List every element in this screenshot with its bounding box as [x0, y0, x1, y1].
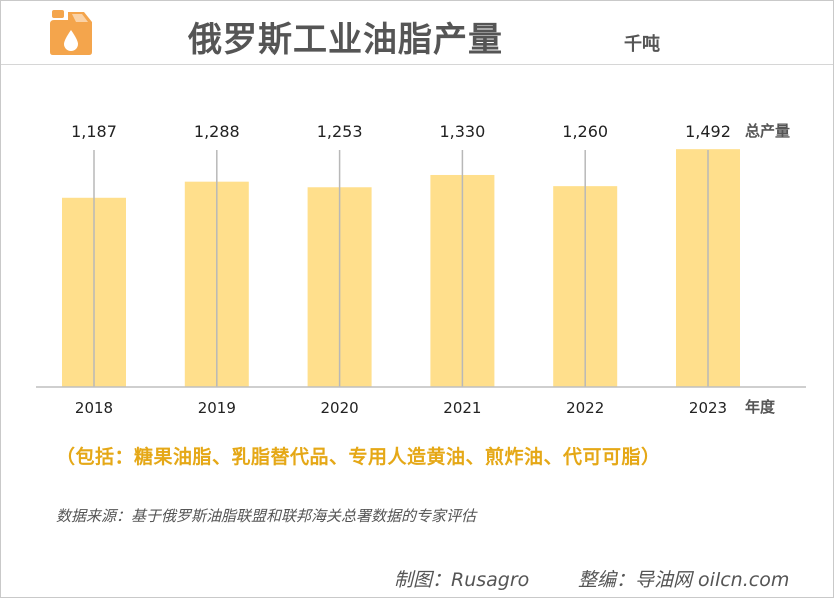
x-tick-label: 2020: [321, 399, 359, 417]
bar-chart: 1,187 2018 1,288 2019 1,253 2020 1,330 2021 1,26…: [36, 122, 806, 417]
x-tick-label: 2021: [443, 399, 481, 417]
value-label: 1,187: [71, 122, 117, 141]
product-scope-note: （包括：糖果油脂、乳脂替代品、专用人造黄油、煎炸油、代可可脂）: [56, 446, 661, 468]
value-label: 1,492: [685, 122, 731, 141]
unit-label: 千吨: [624, 34, 660, 55]
header-divider: [1, 64, 833, 65]
x-axis-label: 年度: [745, 398, 776, 416]
chart-title: 俄罗斯工业油脂产量: [188, 20, 503, 60]
series-label: 总产量: [745, 122, 790, 140]
edited-by-credit: 整编：导油网 oilcn.com: [578, 569, 790, 591]
value-label: 1,253: [317, 122, 363, 141]
oil-canister-icon: [50, 10, 92, 55]
x-tick-label: 2023: [689, 399, 727, 417]
value-label: 1,330: [439, 122, 485, 141]
x-tick-label: 2018: [75, 399, 113, 417]
x-tick-label: 2019: [198, 399, 236, 417]
value-label: 1,288: [194, 122, 240, 141]
value-label: 1,260: [562, 122, 608, 141]
x-tick-label: 2022: [566, 399, 604, 417]
data-source: 数据来源：基于俄罗斯油脂联盟和联邦海关总署数据的专家评估: [56, 507, 477, 525]
made-by-credit: 制图：Rusagro: [394, 569, 530, 591]
